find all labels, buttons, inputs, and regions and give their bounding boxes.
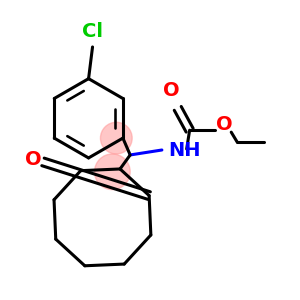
Text: Cl: Cl [82,22,103,41]
Circle shape [100,122,132,154]
Text: O: O [25,150,41,170]
Text: O: O [216,115,233,134]
Circle shape [94,154,130,190]
Text: NH: NH [168,140,200,160]
Text: O: O [164,82,180,100]
